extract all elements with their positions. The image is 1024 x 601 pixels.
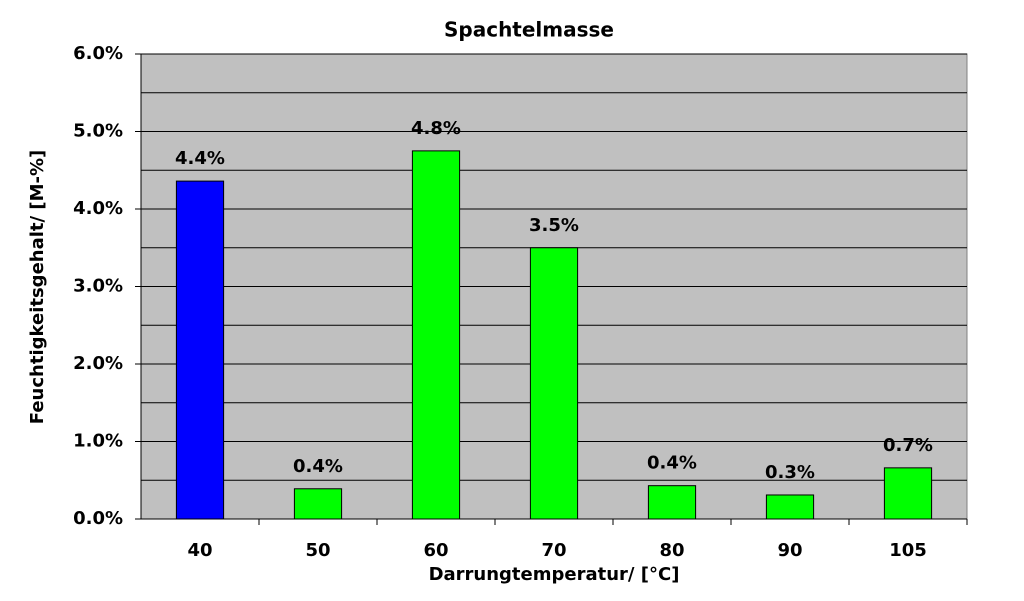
bar xyxy=(883,467,933,520)
y-tick-label: 1.0% xyxy=(73,431,123,452)
y-tick-label: 5.0% xyxy=(73,121,123,142)
data-label: 4.4% xyxy=(175,148,225,169)
bar xyxy=(175,180,225,520)
y-tick-label: 6.0% xyxy=(73,43,123,64)
x-tick-label: 40 xyxy=(187,540,212,561)
x-tick-label: 105 xyxy=(889,540,927,561)
y-tick-label: 4.0% xyxy=(73,198,123,219)
bar xyxy=(765,494,815,520)
data-label: 0.4% xyxy=(293,456,343,477)
x-tick-label: 60 xyxy=(423,540,448,561)
x-tick-label: 50 xyxy=(305,540,330,561)
data-label: 4.8% xyxy=(411,118,461,139)
y-tick-label: 3.0% xyxy=(73,276,123,297)
x-axis-label: Darrungtemperatur/ [°C] xyxy=(429,564,680,585)
data-label: 0.7% xyxy=(883,435,933,456)
bar xyxy=(293,488,343,520)
x-tick-label: 70 xyxy=(541,540,566,561)
x-tick-label: 80 xyxy=(659,540,684,561)
data-label: 3.5% xyxy=(529,215,579,236)
y-tick-label: 2.0% xyxy=(73,353,123,374)
data-label: 0.4% xyxy=(647,453,697,474)
bar xyxy=(411,150,461,520)
data-label: 0.3% xyxy=(765,462,815,483)
bar xyxy=(529,247,579,520)
y-tick-label: 0.0% xyxy=(73,508,123,529)
bar xyxy=(647,485,697,520)
chart-title: Spachtelmasse xyxy=(444,18,614,42)
y-axis-label: Feuchtigkeitsgehalt/ [M-%] xyxy=(27,150,48,424)
x-tick-label: 90 xyxy=(777,540,802,561)
